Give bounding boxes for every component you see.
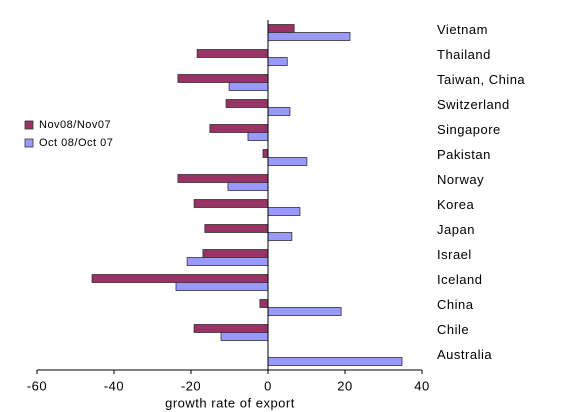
bar — [209, 124, 269, 133]
bar — [204, 224, 269, 233]
category-label: Japan — [437, 222, 475, 237]
bar — [220, 332, 269, 341]
bar — [91, 274, 269, 283]
bar — [227, 182, 269, 191]
x-tick-label: -40 — [104, 378, 124, 393]
category-label: Israel — [437, 247, 472, 262]
category-label: Singapore — [437, 122, 501, 137]
x-tick-label: 20 — [337, 378, 352, 393]
bar — [193, 199, 269, 208]
x-axis-label: growth rate of export — [165, 395, 295, 410]
bar — [267, 32, 351, 41]
bar — [267, 24, 295, 33]
legend-label: Nov08/Nov07 — [39, 119, 111, 131]
bar — [267, 307, 342, 316]
bar — [267, 357, 403, 366]
bar — [175, 282, 269, 291]
category-label: Korea — [437, 197, 474, 212]
category-label: Chile — [437, 322, 469, 337]
bar — [259, 299, 269, 308]
category-label: Switzerland — [437, 97, 510, 112]
x-tick-label: 0 — [264, 378, 272, 393]
x-tick-label: -60 — [27, 378, 47, 393]
bar — [193, 324, 269, 333]
bar — [262, 149, 269, 158]
category-label: Australia — [437, 347, 492, 362]
bar — [177, 74, 269, 83]
x-tick-label: -20 — [181, 378, 201, 393]
legend-swatch — [24, 138, 34, 148]
x-tick-label: 40 — [414, 378, 429, 393]
category-label: Iceland — [437, 272, 482, 287]
legend-label: Oct 08/Oct 07 — [39, 137, 113, 149]
bar — [267, 232, 293, 241]
category-label: Vietnam — [437, 22, 488, 37]
bar — [267, 157, 308, 166]
bar — [225, 99, 269, 108]
category-label: Pakistan — [437, 147, 491, 162]
category-label: Taiwan, China — [437, 72, 525, 87]
bar — [247, 132, 269, 141]
bar — [202, 249, 269, 258]
bar — [267, 107, 291, 116]
category-label: Thailand — [437, 47, 491, 62]
bar — [186, 257, 269, 266]
bar — [228, 82, 269, 91]
category-label: China — [437, 297, 474, 312]
bar — [196, 49, 269, 58]
bar — [267, 57, 288, 66]
legend-swatch — [24, 120, 34, 130]
bar — [267, 207, 301, 216]
category-label: Norway — [437, 172, 484, 187]
bar — [177, 174, 269, 183]
